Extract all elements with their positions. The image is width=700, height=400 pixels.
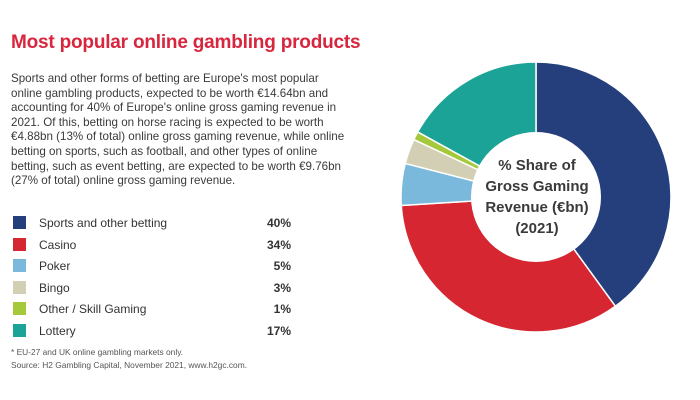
legend-swatch (13, 280, 26, 294)
legend-label: Lottery (39, 323, 76, 338)
legend-label: Casino (39, 237, 77, 252)
legend-swatch (13, 323, 26, 337)
legend-item-sports-betting: Sports and other betting 40% (11, 213, 291, 235)
legend-label: Bingo (39, 280, 70, 295)
legend-swatch (13, 259, 26, 272)
legend-swatch (13, 302, 26, 315)
footnote-scope: * EU-27 and UK online gambling markets o… (11, 347, 184, 357)
donut-hole (471, 132, 601, 262)
legend-swatch (13, 237, 26, 251)
legend-item-lottery: Lottery 17% (11, 321, 291, 343)
legend-label: Poker (39, 259, 71, 273)
legend-item-bingo: Bingo 3% (11, 278, 291, 300)
footnote-source: Source: H2 Gambling Capital, November 20… (11, 359, 248, 370)
legend-value: 1% (273, 302, 291, 316)
center-label-line-4: (2021) (515, 220, 558, 237)
center-label-line-3: Revenue (€bn) (485, 199, 588, 216)
intro-paragraph: Sports and other forms of betting are Eu… (11, 72, 345, 188)
legend-label: Sports and other betting (39, 216, 168, 230)
center-label-line-1: % Share of (498, 157, 577, 174)
donut-slice-sports-and-other-betting (535, 61, 672, 308)
legend-item-poker: Poker 5% (11, 256, 291, 278)
legend-item-casino: Casino 34% (11, 235, 291, 257)
donut-slices (400, 61, 672, 333)
legend-value: 17% (266, 323, 291, 338)
legend-swatch (13, 216, 26, 229)
footnotes: * EU-27 and UK online gambling markets o… (11, 346, 247, 371)
center-label-line-2: Gross Gaming (485, 178, 588, 195)
legend-label: Other / Skill Gaming (39, 302, 147, 316)
legend: Sports and other betting 40% Casino 34% … (11, 213, 291, 342)
chart-title: Most popular online gambling products (11, 32, 361, 53)
legend-value: 34% (266, 237, 291, 252)
donut-slice-casino (400, 196, 617, 333)
legend-value: 5% (273, 259, 291, 273)
legend-item-other-skill-gaming: Other / Skill Gaming 1% (11, 299, 291, 321)
legend-value: 40% (266, 216, 291, 230)
legend-value: 3% (273, 280, 291, 295)
